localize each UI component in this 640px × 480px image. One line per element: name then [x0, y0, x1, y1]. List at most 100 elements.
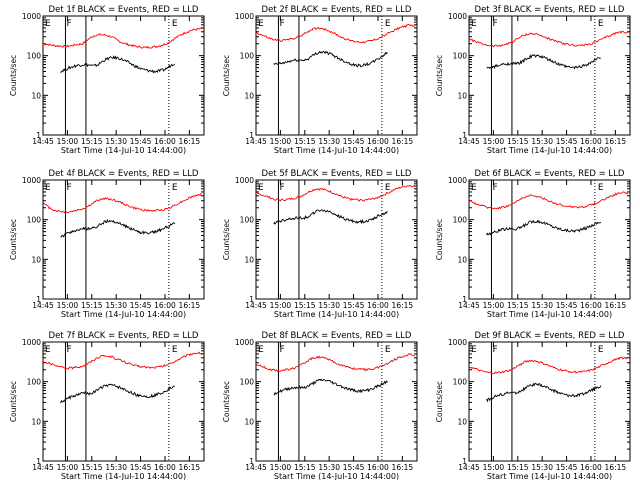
- x-axis-label: Start Time (14-Jul-10 14:44:00): [274, 310, 399, 319]
- interval-marker-label: E: [258, 19, 264, 29]
- x-tick-label: 15:00: [270, 463, 292, 472]
- x-tick-label: 16:15: [179, 463, 201, 472]
- series-line-red: [255, 353, 416, 372]
- plot-frame: [42, 15, 205, 136]
- y-axis-label: Counts/sec: [222, 219, 231, 260]
- x-tick-label: 14:45: [32, 463, 54, 472]
- x-tick-label: 16:00: [580, 463, 602, 472]
- x-tick-label: 15:30: [531, 463, 553, 472]
- x-tick-label: 16:00: [154, 463, 176, 472]
- series-line-red: [468, 30, 629, 48]
- y-tick-label: 1: [462, 295, 467, 304]
- panel-title: Det 5f BLACK = Events, RED = LLD: [262, 169, 412, 179]
- x-tick-label: 16:15: [392, 137, 414, 146]
- x-axis-label: Start Time (14-Jul-10 14:44:00): [487, 472, 612, 480]
- y-tick-label: 100: [453, 216, 468, 225]
- x-axis-label: Start Time (14-Jul-10 14:44:00): [274, 472, 399, 480]
- y-tick-label: 1: [249, 131, 254, 140]
- x-tick-label: 14:45: [245, 137, 267, 146]
- detector-panel-6: Det 6f BLACK = Events, RED = LLD Counts/s…: [435, 169, 631, 319]
- panel-title: Det 6f BLACK = Events, RED = LLD: [475, 169, 625, 179]
- series-line-red: [43, 27, 203, 49]
- y-tick-label: 1000: [235, 12, 254, 21]
- x-tick-label: 14:45: [32, 301, 54, 310]
- y-axis-label: Counts/sec: [222, 55, 231, 96]
- y-tick-label: 100: [453, 378, 468, 387]
- interval-marker-label: E: [385, 19, 391, 29]
- series-line-red: [468, 356, 629, 375]
- plot-frame: [42, 179, 205, 300]
- x-tick-label: 15:15: [507, 463, 529, 472]
- interval-marker-label: F: [492, 345, 497, 355]
- x-tick-label: 16:00: [367, 137, 389, 146]
- y-axis-label: Counts/sec: [435, 219, 444, 260]
- detector-panel-9: Det 9f BLACK = Events, RED = LLD Counts/s…: [435, 331, 631, 480]
- interval-marker-label: F: [66, 183, 71, 193]
- series-line-black: [486, 219, 602, 236]
- x-tick-label: 15:45: [556, 301, 578, 310]
- interval-marker-label: E: [45, 19, 51, 29]
- x-tick-label: 16:15: [392, 301, 414, 310]
- y-tick-label: 1000: [448, 338, 467, 347]
- detector-panel-5: Det 5f BLACK = Events, RED = LLD Counts/s…: [222, 169, 418, 319]
- x-tick-label: 15:45: [343, 463, 365, 472]
- interval-marker-label: F: [492, 19, 497, 29]
- interval-marker-label: E: [598, 19, 604, 29]
- y-tick-label: 1: [462, 131, 467, 140]
- x-tick-label: 15:15: [81, 137, 103, 146]
- series-line-red: [42, 351, 203, 370]
- x-tick-label: 16:00: [367, 463, 389, 472]
- detector-panel-1: Det 1f BLACK = Events, RED = LLD Counts/s…: [9, 5, 205, 155]
- plot-frame: [468, 15, 631, 136]
- x-axis-label: Start Time (14-Jul-10 14:44:00): [61, 146, 186, 155]
- x-axis-label: Start Time (14-Jul-10 14:44:00): [61, 310, 186, 319]
- x-tick-label: 16:00: [367, 301, 389, 310]
- x-tick-label: 14:45: [458, 463, 480, 472]
- panel-title: Det 3f BLACK = Events, RED = LLD: [475, 5, 625, 15]
- x-tick-label: 15:00: [57, 137, 79, 146]
- y-tick-label: 1000: [235, 338, 254, 347]
- panel-title: Det 9f BLACK = Events, RED = LLD: [475, 331, 625, 341]
- interval-marker-label: E: [471, 183, 477, 193]
- panel-title: Det 7f BLACK = Events, RED = LLD: [49, 331, 199, 341]
- x-axis-label: Start Time (14-Jul-10 14:44:00): [487, 310, 612, 319]
- plot-frame: [468, 341, 631, 462]
- x-tick-label: 16:00: [580, 301, 602, 310]
- x-tick-label: 15:30: [318, 463, 340, 472]
- x-tick-label: 16:15: [179, 137, 201, 146]
- y-tick-label: 100: [240, 216, 255, 225]
- y-tick-label: 10: [244, 255, 254, 264]
- y-tick-label: 100: [27, 52, 42, 61]
- interval-marker-label: E: [471, 19, 477, 29]
- y-tick-label: 100: [240, 52, 255, 61]
- x-tick-label: 16:15: [392, 463, 414, 472]
- x-tick-label: 16:00: [580, 137, 602, 146]
- interval-marker-label: E: [598, 183, 604, 193]
- interval-marker-label: E: [45, 345, 51, 355]
- x-tick-label: 14:45: [458, 301, 480, 310]
- y-tick-label: 10: [244, 91, 254, 100]
- x-tick-label: 15:30: [105, 463, 127, 472]
- x-tick-label: 15:45: [556, 137, 578, 146]
- interval-marker-label: E: [172, 19, 178, 29]
- interval-marker-label: E: [385, 345, 391, 355]
- interval-marker-label: F: [66, 345, 71, 355]
- x-tick-label: 15:30: [531, 301, 553, 310]
- x-tick-label: 16:15: [605, 301, 627, 310]
- y-tick-label: 1000: [22, 12, 41, 21]
- x-tick-label: 15:30: [318, 301, 340, 310]
- x-tick-label: 15:15: [81, 463, 103, 472]
- series-line-black: [60, 218, 176, 238]
- x-tick-label: 14:45: [245, 463, 267, 472]
- y-tick-label: 100: [240, 378, 255, 387]
- x-tick-label: 16:15: [179, 301, 201, 310]
- plot-frame: [42, 341, 205, 462]
- x-tick-label: 15:15: [294, 137, 316, 146]
- y-tick-label: 100: [453, 52, 468, 61]
- y-tick-label: 10: [244, 417, 254, 426]
- y-tick-label: 10: [31, 91, 41, 100]
- series-line-black: [60, 383, 175, 404]
- interval-marker-label: E: [598, 345, 604, 355]
- x-axis-label: Start Time (14-Jul-10 14:44:00): [61, 472, 186, 480]
